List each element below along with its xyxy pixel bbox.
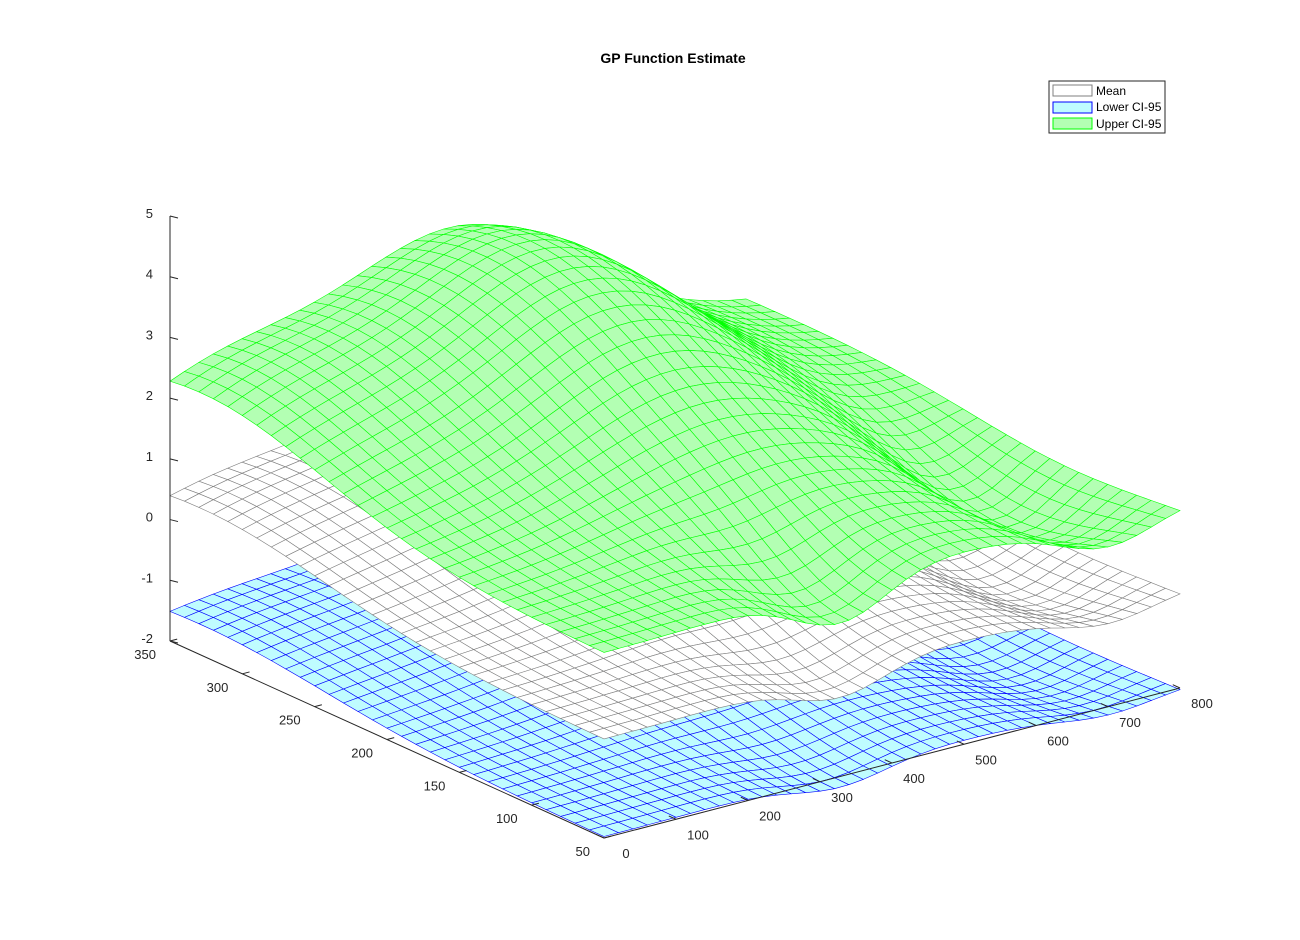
legend-swatch-mean (1052, 84, 1093, 97)
z-tick-mark (169, 579, 179, 583)
x-tick-label: 100 (687, 827, 709, 842)
z-tick-mark (169, 215, 179, 219)
x-tick-label: 800 (1191, 696, 1213, 711)
z-tick-label: -1 (141, 570, 153, 585)
z-tick-label: 1 (146, 449, 153, 464)
z-tick-label: -2 (141, 631, 153, 646)
z-tick-label: 3 (146, 327, 153, 342)
y-tick-label: 250 (279, 713, 301, 728)
z-ticks: -2 -1 0 1 2 3 4 5 (141, 206, 179, 646)
legend-label-upper: Upper CI-95 (1096, 117, 1162, 131)
y-tick-mark (459, 769, 467, 773)
x-tick-label: 700 (1119, 715, 1141, 730)
x-tick-mark (740, 796, 749, 801)
z-tick-mark (169, 397, 179, 401)
y-tick-mark (603, 835, 612, 839)
legend-swatch-upper (1052, 117, 1093, 130)
z-tick-label: 5 (146, 206, 153, 221)
x-tick-mark (1172, 684, 1181, 689)
y-tick-mark (386, 737, 395, 740)
y-tick-label: 50 (576, 844, 590, 859)
y-ticks: 50 100 150 200 250 300 350 (134, 638, 612, 859)
x-tick-mark (596, 834, 605, 839)
x-tick-label: 300 (831, 790, 853, 805)
z-tick-mark (169, 640, 179, 644)
y-tick-label: 150 (424, 778, 446, 793)
x-tick-label: 200 (759, 809, 781, 824)
x-tick-label: 600 (1047, 734, 1069, 749)
x-tick-mark (668, 815, 677, 820)
surfaces-layer (169, 223, 1181, 837)
surface-patch (588, 727, 620, 740)
z-tick-label: 0 (146, 510, 153, 525)
z-tick-mark (169, 336, 179, 340)
surface-patch (588, 641, 620, 653)
x-tick-mark (1100, 703, 1109, 708)
x-tick-label: 400 (903, 771, 925, 786)
legend-label-mean: Mean (1096, 84, 1126, 98)
z-tick-label: 4 (146, 267, 153, 282)
z-tick-mark (169, 276, 179, 280)
y-tick-mark (531, 802, 539, 806)
legend-swatch-lower (1052, 101, 1093, 114)
y-tick-label: 300 (207, 680, 229, 695)
z-tick-mark (169, 458, 179, 462)
y-tick-label: 350 (134, 647, 156, 662)
legend-label-lower: Lower CI-95 (1096, 100, 1162, 114)
z-tick-label: 2 (146, 388, 153, 403)
chart-title: GP Function Estimate (600, 50, 745, 66)
y-tick-mark (242, 671, 250, 675)
legend: Mean Lower CI-95 Upper CI-95 (1048, 80, 1166, 134)
surface-patch (588, 825, 620, 837)
x-tick-label: 500 (975, 752, 997, 767)
y-tick-mark (169, 638, 178, 642)
z-tick-mark (169, 519, 179, 523)
y-tick-label: 100 (496, 811, 518, 826)
surface-upper-ci-95 (169, 223, 1181, 653)
x-tick-mark (1028, 721, 1037, 726)
x-tick-mark (956, 740, 965, 745)
y-tick-label: 200 (351, 745, 373, 760)
x-tick-label: 0 (622, 846, 629, 861)
x-ticks: 0 100 200 300 400 500 600 700 800 (596, 684, 1213, 861)
y-tick-mark (314, 704, 322, 708)
x-tick-mark (884, 759, 893, 764)
x-tick-mark (812, 778, 821, 783)
